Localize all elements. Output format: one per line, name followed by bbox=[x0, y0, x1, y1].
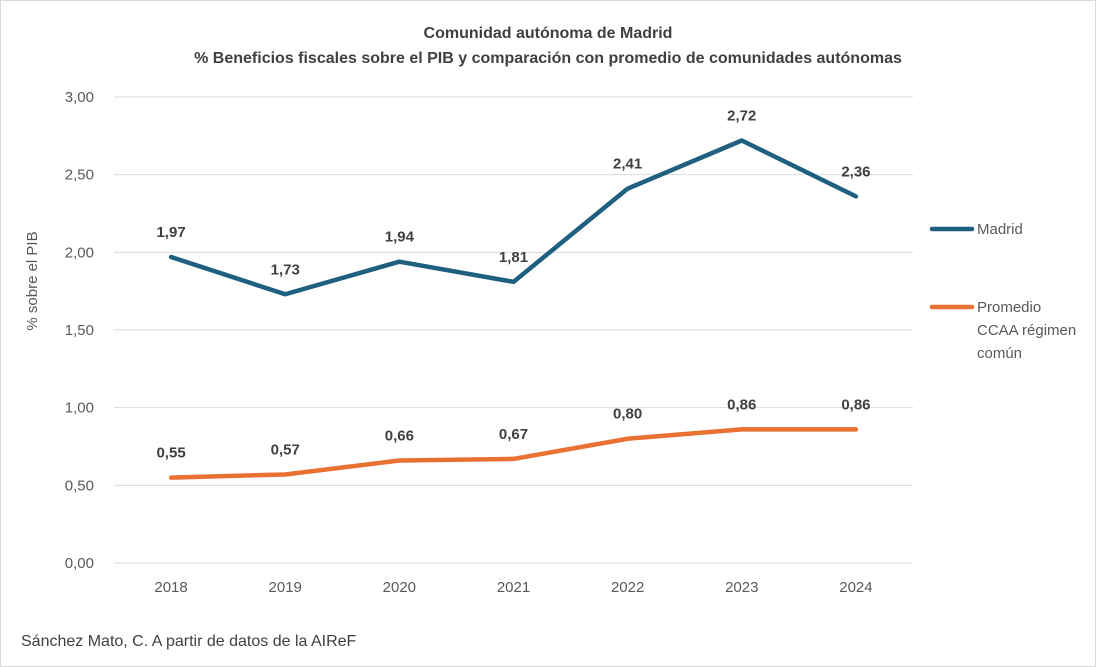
data-label: 0,55 bbox=[156, 445, 185, 462]
data-labels: 1,97 1,73 1,94 1,81 2,41 2,72 2,36 0,55 0,57 0,66… bbox=[156, 107, 870, 461]
data-label: 0,80 bbox=[613, 406, 642, 423]
data-label: 1,94 bbox=[385, 229, 415, 246]
y-tick-label: 0,00 bbox=[65, 555, 94, 572]
gridlines bbox=[114, 96, 913, 564]
legend-label: Madrid bbox=[977, 221, 1023, 238]
y-axis-label: % sobre el PIB bbox=[24, 231, 41, 330]
chart-title: Comunidad autónoma de Madrid bbox=[424, 25, 673, 42]
data-label: 0,86 bbox=[841, 396, 870, 413]
data-label: 0,57 bbox=[271, 441, 300, 458]
y-tick-label: 1,00 bbox=[65, 400, 94, 417]
data-label: 0,66 bbox=[385, 427, 414, 444]
data-label: 1,81 bbox=[499, 249, 528, 266]
data-label: 1,73 bbox=[271, 261, 300, 278]
y-tick-label: 3,00 bbox=[65, 89, 94, 106]
y-tick-label: 1,50 bbox=[65, 322, 94, 339]
source-note: Sánchez Mato, C. A partir de datos de la… bbox=[21, 633, 357, 650]
data-label: 1,97 bbox=[156, 224, 185, 241]
legend-label: común bbox=[977, 345, 1022, 362]
data-label: 2,72 bbox=[727, 107, 756, 124]
legend: Madrid Promedio CCAA régimen común bbox=[929, 221, 1076, 362]
data-label: 0,86 bbox=[727, 396, 756, 413]
chart-subtitle: % Beneficios fiscales sobre el PIB y com… bbox=[194, 50, 902, 67]
y-axis-ticks: 0,00 0,50 1,00 1,50 2,00 2,50 3,00 bbox=[65, 89, 94, 572]
x-tick-label: 2018 bbox=[154, 579, 187, 596]
x-axis-ticks: 2018 2019 2020 2021 2022 2023 2024 bbox=[154, 579, 872, 596]
legend-label: CCAA régimen bbox=[977, 322, 1076, 339]
x-tick-label: 2019 bbox=[269, 579, 302, 596]
y-tick-label: 2,50 bbox=[65, 167, 94, 184]
x-tick-label: 2024 bbox=[839, 579, 872, 596]
y-tick-label: 2,00 bbox=[65, 244, 94, 261]
data-label: 0,67 bbox=[499, 426, 528, 443]
x-tick-label: 2021 bbox=[497, 579, 530, 596]
x-tick-label: 2023 bbox=[725, 579, 758, 596]
data-label: 2,41 bbox=[613, 156, 642, 173]
y-tick-label: 0,50 bbox=[65, 477, 94, 494]
legend-label: Promedio bbox=[977, 299, 1041, 316]
x-tick-label: 2020 bbox=[383, 579, 416, 596]
x-tick-label: 2022 bbox=[611, 579, 644, 596]
series-lines bbox=[168, 138, 859, 480]
data-label: 2,36 bbox=[841, 163, 870, 180]
